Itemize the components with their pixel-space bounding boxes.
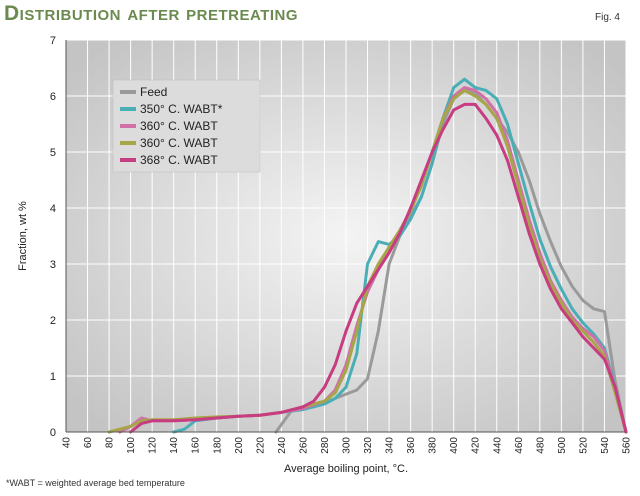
y-tick-label: 3 xyxy=(50,259,56,271)
series-group xyxy=(107,77,628,434)
legend: Feed 350° C. WABT* 360° C. WABT 360° C. WAB… xyxy=(112,79,261,173)
legend-label: 368° C. WABT xyxy=(140,153,218,167)
y-tick-label: 6 xyxy=(50,91,56,103)
x-tick-label: 340 xyxy=(385,437,396,454)
x-tick-label: 540 xyxy=(600,437,611,454)
y-axis-label: Fraction, wt % xyxy=(17,201,29,271)
x-tick-label: 260 xyxy=(298,437,309,454)
x-tick-label: 500 xyxy=(557,437,568,454)
x-tick-label: 420 xyxy=(471,437,482,454)
x-tick-label: 380 xyxy=(428,437,439,454)
legend-label: 350° C. WABT* xyxy=(140,102,223,116)
y-tick-label: 5 xyxy=(50,147,56,159)
footnote: *WABT = weighted average bed temperature xyxy=(6,478,185,488)
y-tick-labels: 0 1 2 3 4 5 6 7 xyxy=(50,35,56,439)
y-tick-label: 0 xyxy=(50,427,56,439)
x-tick-label: 100 xyxy=(126,437,137,454)
x-tick-label: 220 xyxy=(255,437,266,454)
x-tick-label: 360 xyxy=(406,437,417,454)
y-tick-label: 7 xyxy=(50,35,56,47)
x-tick-label: 400 xyxy=(449,437,460,454)
legend-label: Feed xyxy=(140,85,167,99)
x-tick-label: 60 xyxy=(83,437,94,449)
x-tick-label: 300 xyxy=(342,437,353,454)
x-tick-label: 160 xyxy=(191,437,202,454)
figure-label: Fig. 4 xyxy=(594,12,620,23)
legend-label: 360° C. WABT xyxy=(140,119,218,133)
x-tick-label: 460 xyxy=(514,437,525,454)
legend-box xyxy=(112,79,261,173)
x-tick-label: 480 xyxy=(535,437,546,454)
x-tick-label: 140 xyxy=(169,437,180,454)
x-tick-label: 280 xyxy=(320,437,331,454)
x-tick-label: 200 xyxy=(234,437,245,454)
x-tick-label: 320 xyxy=(363,437,374,454)
legend-label: 360° C. WABT xyxy=(140,136,218,150)
x-tick-label: 80 xyxy=(105,437,116,449)
x-tick-label: 120 xyxy=(148,437,159,454)
y-tick-label: 4 xyxy=(50,203,56,215)
axes xyxy=(65,40,626,433)
x-axis-label: Average boiling point, °C. xyxy=(284,463,408,475)
x-tick-label: 560 xyxy=(622,437,633,454)
x-tick-label: 180 xyxy=(212,437,223,454)
x-tick-label: 240 xyxy=(277,437,288,454)
x-tick-labels: 40 60 80 100 120 140 160 180 200 220 240 260 280 300 3… xyxy=(62,437,633,454)
series-line-5 xyxy=(129,102,628,434)
y-tick-label: 1 xyxy=(50,371,56,383)
y-tick-label: 2 xyxy=(50,315,56,327)
chart-title: Distribution after pretreating xyxy=(4,2,299,25)
x-tick-label: 520 xyxy=(578,437,589,454)
x-tick-label: 440 xyxy=(492,437,503,454)
x-tick-label: 40 xyxy=(62,437,73,449)
